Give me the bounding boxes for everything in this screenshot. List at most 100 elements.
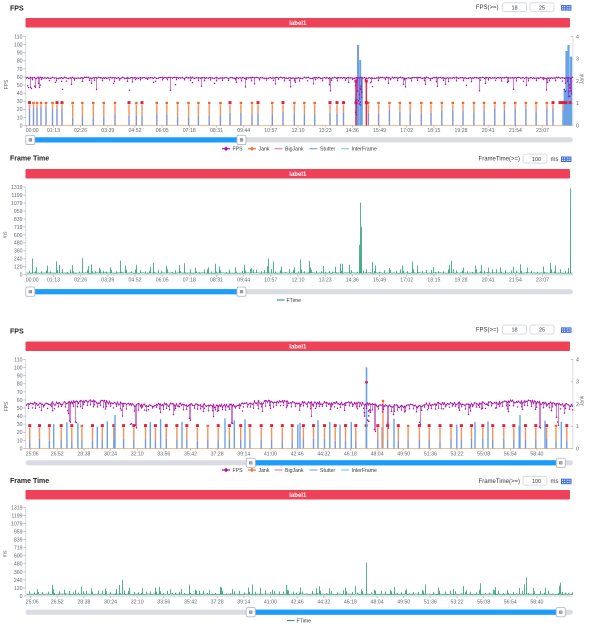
- svg-text:18:15: 18:15: [427, 128, 440, 134]
- svg-text:2: 2: [576, 79, 579, 85]
- svg-text:719: 719: [14, 546, 23, 552]
- svg-text:1319: 1319: [11, 185, 23, 191]
- svg-text:0: 0: [576, 123, 579, 129]
- svg-text:3: 3: [576, 380, 579, 386]
- svg-text:100: 100: [532, 157, 541, 163]
- svg-text:02:26: 02:26: [74, 278, 87, 284]
- svg-text:90: 90: [17, 374, 23, 380]
- svg-text:30:24: 30:24: [104, 599, 117, 605]
- svg-text:FPS(>=): FPS(>=): [476, 328, 499, 334]
- svg-text:839: 839: [14, 217, 23, 223]
- svg-text:FrameTime(>=): FrameTime(>=): [479, 479, 520, 485]
- svg-text:30: 30: [17, 99, 23, 105]
- svg-text:41:00: 41:00: [264, 451, 277, 457]
- svg-text:08:31: 08:31: [210, 128, 223, 134]
- svg-text:3: 3: [576, 57, 579, 63]
- svg-text:32:10: 32:10: [131, 451, 144, 457]
- svg-text:FTime: FTime: [297, 618, 312, 624]
- svg-text:40: 40: [17, 414, 23, 420]
- svg-text:23:07: 23:07: [536, 128, 549, 134]
- svg-text:10: 10: [17, 438, 23, 444]
- svg-text:42:46: 42:46: [291, 599, 304, 605]
- svg-text:56:54: 56:54: [504, 599, 517, 605]
- svg-text:FPS: FPS: [233, 468, 244, 474]
- svg-text:21:54: 21:54: [509, 128, 522, 134]
- svg-text:959: 959: [14, 530, 23, 536]
- svg-text:20: 20: [17, 430, 23, 436]
- svg-text:53:22: 53:22: [451, 599, 464, 605]
- svg-text:18:15: 18:15: [427, 278, 440, 284]
- svg-text:20:41: 20:41: [482, 128, 495, 134]
- svg-text:360: 360: [14, 249, 23, 255]
- svg-text:42:46: 42:46: [291, 451, 304, 457]
- svg-text:49:50: 49:50: [397, 599, 410, 605]
- svg-text:55:08: 55:08: [477, 599, 490, 605]
- svg-text:07:18: 07:18: [183, 128, 196, 134]
- svg-text:70: 70: [17, 390, 23, 396]
- svg-text:39:14: 39:14: [237, 451, 250, 457]
- svg-text:04:52: 04:52: [129, 128, 142, 134]
- svg-text:1079: 1079: [11, 201, 23, 207]
- svg-text:00:00: 00:00: [26, 128, 39, 134]
- svg-text:4: 4: [576, 35, 579, 41]
- svg-text:1199: 1199: [11, 513, 22, 519]
- svg-text:240: 240: [14, 257, 23, 263]
- svg-text:44:32: 44:32: [317, 451, 330, 457]
- svg-text:00:00: 00:00: [26, 278, 39, 284]
- svg-text:Stutter: Stutter: [320, 468, 336, 474]
- svg-text:49:50: 49:50: [397, 451, 410, 457]
- svg-text:4: 4: [576, 357, 579, 363]
- svg-text:BigJank: BigJank: [285, 147, 304, 153]
- svg-text:23:07: 23:07: [536, 278, 549, 284]
- svg-text:19:28: 19:28: [455, 128, 468, 134]
- svg-text:0: 0: [20, 123, 23, 129]
- svg-text:32:10: 32:10: [131, 599, 144, 605]
- svg-text:13:23: 13:23: [319, 278, 332, 284]
- svg-text:51:36: 51:36: [424, 599, 437, 605]
- svg-text:37:28: 37:28: [211, 599, 224, 605]
- svg-text:Jank: Jank: [580, 73, 586, 84]
- svg-text:14:36: 14:36: [346, 278, 359, 284]
- svg-text:480: 480: [14, 562, 23, 568]
- svg-text:02:26: 02:26: [74, 128, 87, 134]
- svg-text:label1: label1: [289, 172, 307, 178]
- svg-text:InterFrame: InterFrame: [352, 147, 377, 153]
- svg-text:30: 30: [17, 422, 23, 428]
- svg-text:35:42: 35:42: [184, 599, 197, 605]
- svg-text:480: 480: [14, 241, 23, 247]
- svg-text:53:22: 53:22: [451, 451, 464, 457]
- svg-text:1199: 1199: [11, 193, 22, 199]
- svg-text:12:10: 12:10: [292, 128, 305, 134]
- svg-text:03:39: 03:39: [101, 128, 114, 134]
- svg-text:ms: ms: [551, 157, 559, 163]
- svg-text:46:18: 46:18: [344, 451, 357, 457]
- svg-text:110: 110: [14, 35, 22, 41]
- svg-text:25: 25: [539, 328, 545, 334]
- svg-text:50: 50: [17, 83, 23, 89]
- svg-text:12:10: 12:10: [292, 278, 305, 284]
- svg-text:label1: label1: [289, 21, 307, 27]
- svg-text:360: 360: [14, 570, 23, 576]
- svg-text:Frame Time: Frame Time: [10, 478, 49, 485]
- svg-text:46:18: 46:18: [344, 599, 357, 605]
- svg-text:2: 2: [576, 402, 579, 408]
- svg-text:0: 0: [20, 446, 23, 452]
- svg-text:10:57: 10:57: [264, 278, 277, 284]
- svg-text:09:44: 09:44: [237, 278, 250, 284]
- svg-text:10: 10: [17, 115, 23, 121]
- svg-text:40: 40: [17, 91, 23, 97]
- svg-text:Stutter: Stutter: [320, 147, 336, 153]
- svg-text:100: 100: [14, 43, 23, 49]
- svg-text:56:54: 56:54: [504, 451, 517, 457]
- svg-text:FPS: FPS: [4, 79, 10, 89]
- svg-text:Jank: Jank: [259, 468, 270, 474]
- svg-text:17:02: 17:02: [400, 278, 413, 284]
- svg-text:FPS: FPS: [233, 147, 244, 153]
- svg-text:60: 60: [17, 398, 23, 404]
- svg-text:80: 80: [17, 59, 23, 65]
- svg-text:Frame Time: Frame Time: [10, 156, 49, 163]
- svg-text:15:49: 15:49: [373, 128, 386, 134]
- svg-text:06:05: 06:05: [156, 278, 169, 284]
- svg-text:ms: ms: [3, 550, 9, 557]
- svg-text:InterFrame: InterFrame: [352, 468, 377, 474]
